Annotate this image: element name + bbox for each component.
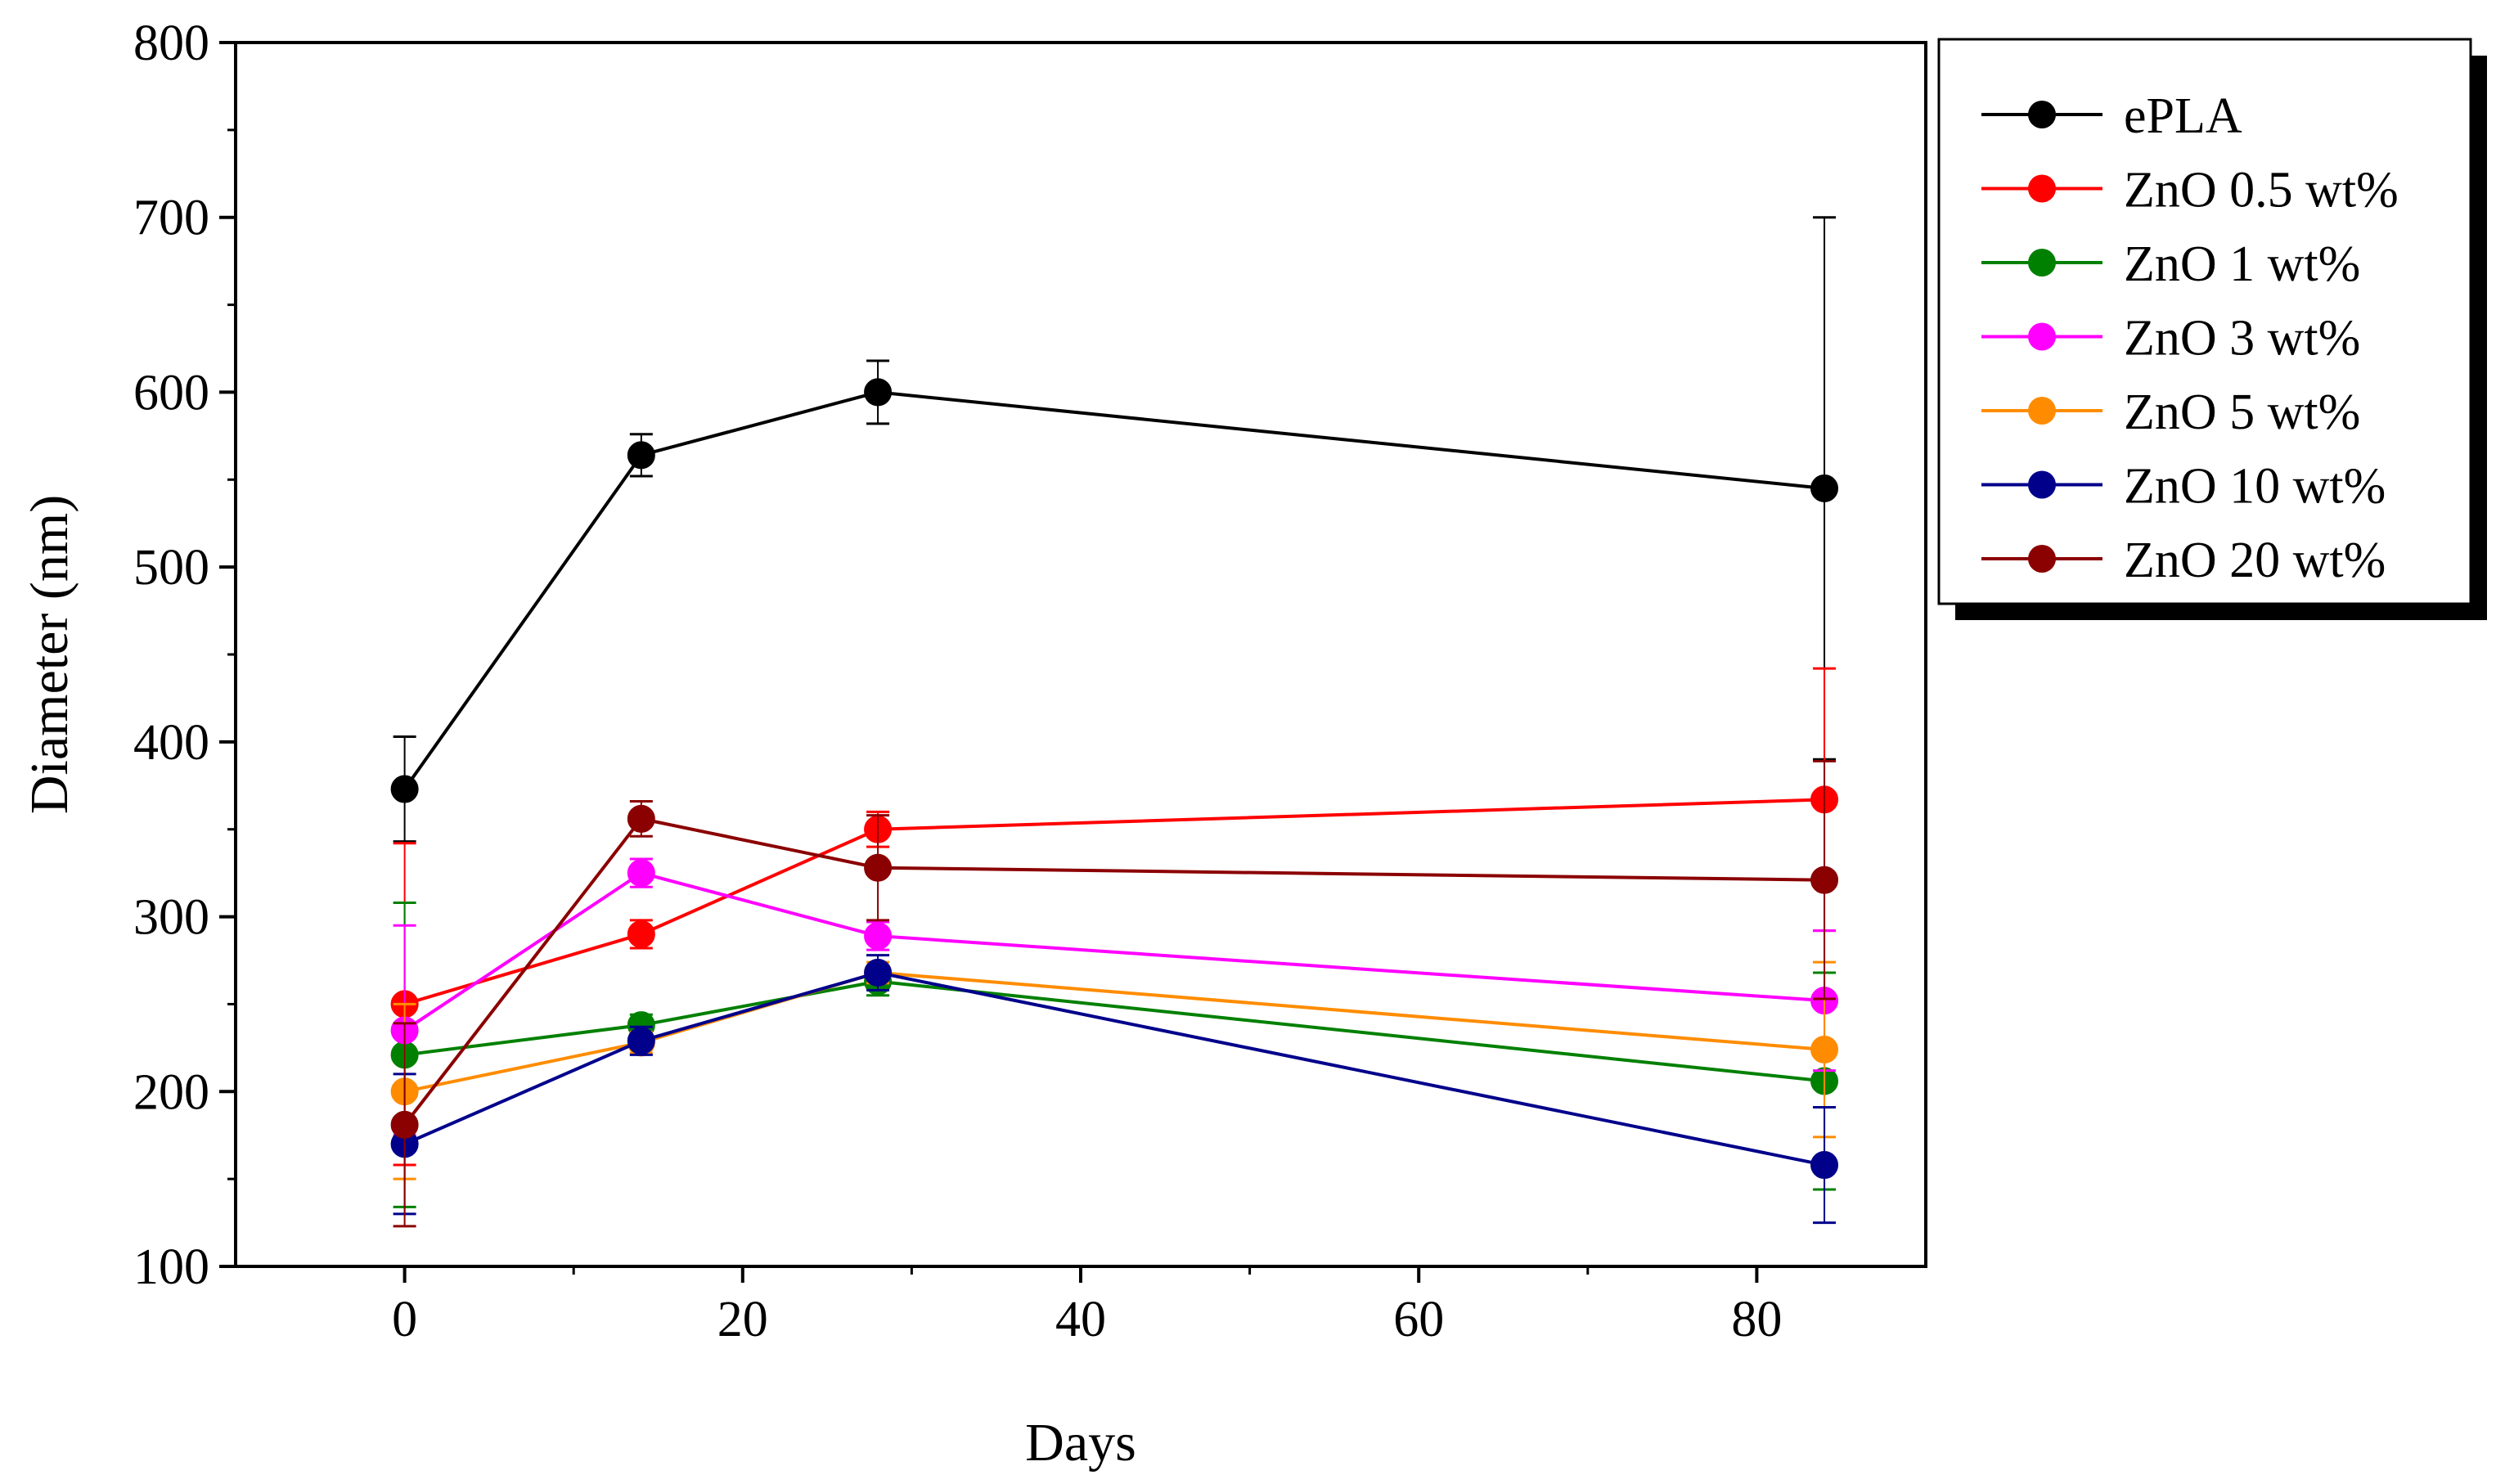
axes-layer: 0 20 40 60 80 100 200 300 400 500 600 700 800 — [133, 16, 1927, 1347]
series-line — [403, 870, 1825, 1032]
series-line — [404, 979, 1825, 1083]
data-point — [1810, 866, 1839, 894]
data-point — [864, 922, 893, 951]
x-tick-label: 20 — [717, 1292, 768, 1347]
legend-marker — [2028, 545, 2056, 573]
data-point — [864, 853, 893, 882]
data-point — [1810, 1151, 1839, 1180]
legend-marker — [2028, 470, 2056, 499]
x-tick-label: 0 — [392, 1292, 417, 1347]
y-tick-label: 500 — [133, 540, 209, 596]
legend-label: ZnO 1 wt% — [2124, 236, 2360, 292]
legend-label: ZnO 5 wt% — [2124, 384, 2360, 440]
data-point — [627, 441, 655, 470]
legend: ePLA ZnO 0.5 wt% ZnO 1 wt% ZnO 3 wt% ZnO 5 w… — [1937, 38, 2487, 620]
data-point — [627, 920, 655, 948]
y-tick-label: 800 — [133, 16, 209, 71]
legend-label: ZnO 0.5 wt% — [2124, 163, 2399, 218]
y-tick-label: 600 — [133, 365, 209, 420]
y-tick-label: 400 — [133, 715, 209, 771]
data-point — [864, 958, 893, 987]
y-axis-title: Diameter (nm) — [20, 495, 79, 814]
legend-marker — [2028, 249, 2056, 277]
data-point — [390, 1110, 419, 1139]
x-axis-title: Days — [1025, 1413, 1136, 1473]
data-point — [627, 1027, 655, 1055]
y-tick-label: 200 — [133, 1064, 209, 1120]
data-point — [1810, 474, 1839, 502]
data-point — [864, 378, 893, 407]
legend-label: ZnO 10 wt% — [2124, 459, 2386, 515]
series-line — [403, 970, 1825, 1167]
legend-marker — [2028, 322, 2056, 351]
legend-label: ZnO 3 wt% — [2124, 311, 2360, 367]
data-point — [627, 859, 655, 888]
legend-label: ZnO 20 wt% — [2124, 533, 2386, 588]
series-line — [403, 390, 1825, 790]
legend-marker — [2028, 101, 2056, 128]
y-tick-label: 300 — [133, 890, 209, 946]
y-tick-label: 100 — [133, 1239, 209, 1295]
plot-layer — [390, 216, 1839, 1228]
series-line — [403, 816, 1825, 1126]
y-tick-label: 700 — [133, 191, 209, 246]
legend-marker — [2028, 174, 2056, 203]
legend-box — [1937, 38, 2472, 605]
legend-marker — [2028, 397, 2056, 425]
x-tick-label: 60 — [1393, 1292, 1444, 1347]
series-zno-10-wt- — [390, 954, 1839, 1225]
data-point — [627, 804, 655, 833]
data-point — [1810, 1035, 1839, 1064]
series-zno-20-wt- — [390, 759, 1839, 1228]
legend-label: ePLA — [2124, 88, 2242, 144]
x-tick-label: 80 — [1731, 1292, 1782, 1347]
data-point — [390, 775, 419, 803]
x-tick-label: 40 — [1055, 1292, 1106, 1347]
